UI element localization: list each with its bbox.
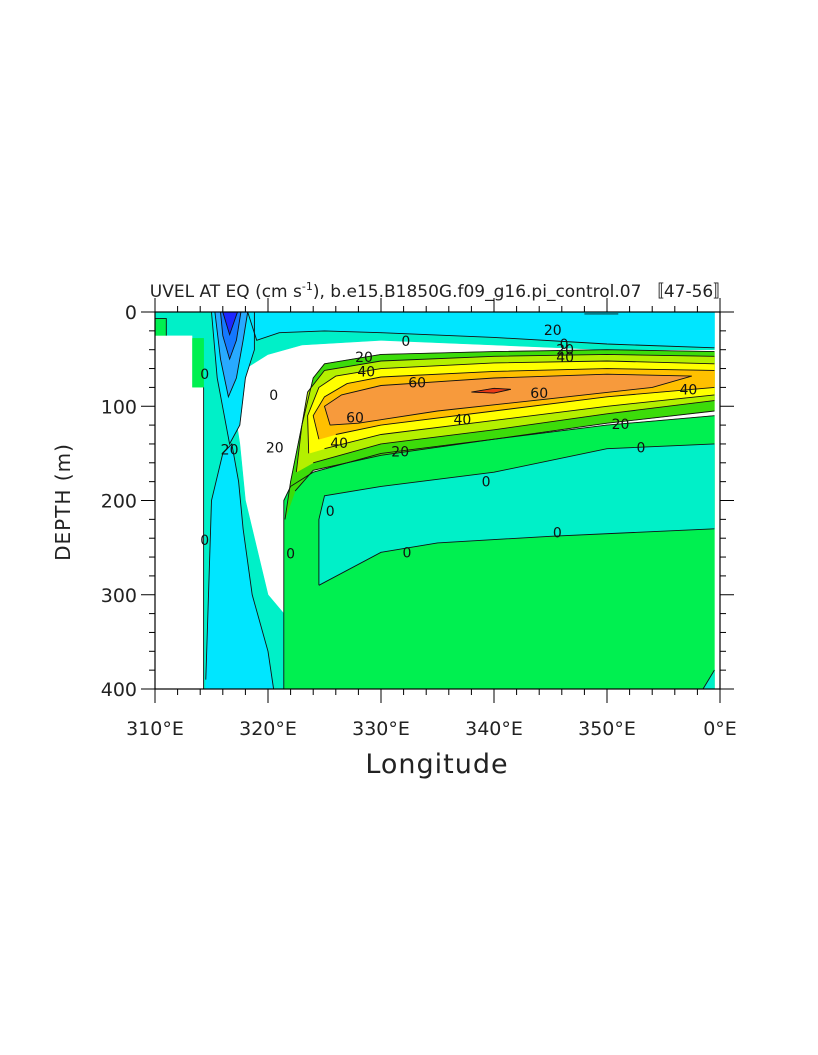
- x-tick-label: 330°E: [352, 718, 410, 740]
- contour-label: 0: [200, 533, 209, 549]
- contour-label: 20: [391, 444, 409, 460]
- contour-line: [214, 311, 249, 399]
- contour-line: [284, 349, 715, 520]
- x-tick-label: 310°E: [126, 718, 184, 740]
- contour-line: [155, 318, 167, 336]
- contour-label: 0: [286, 546, 295, 562]
- contour-label: 60: [346, 411, 364, 427]
- contour-label: 40: [357, 364, 375, 380]
- contour-label: 0: [326, 504, 335, 520]
- contour-label: 20: [355, 350, 373, 366]
- contour-line: [211, 311, 255, 446]
- contour-region-0-10: [155, 318, 167, 336]
- contour-line: [323, 373, 692, 426]
- contour-label: 40: [453, 412, 471, 428]
- contour-line: [307, 360, 715, 454]
- contour-lines: [155, 311, 715, 690]
- contour-region-0-10: [192, 338, 204, 388]
- contour-line: [295, 353, 715, 473]
- contour-label: 0: [560, 337, 569, 353]
- contour-line: [205, 442, 275, 690]
- y-tick-label: 200: [101, 491, 137, 513]
- contour-line: [471, 387, 511, 394]
- contour-label: 0: [403, 545, 412, 561]
- y-axis-title: DEPTH (m): [51, 443, 75, 561]
- contour-label: 0: [636, 441, 645, 457]
- contour-label: 0: [553, 526, 562, 542]
- contour-label: 60: [530, 386, 548, 402]
- contour-label: 0: [482, 475, 491, 491]
- x-axis-title: Longitude: [365, 749, 508, 780]
- contour-label: 20: [556, 343, 574, 359]
- contour-line: [312, 368, 715, 440]
- x-tick-label: 350°E: [578, 718, 636, 740]
- x-tick-label: 0°E: [703, 718, 737, 740]
- contour-label: 60: [408, 376, 426, 392]
- contour-label: 0: [200, 367, 209, 383]
- contour-line: [318, 528, 715, 586]
- contour-label: 40: [556, 350, 574, 366]
- contour-line: [335, 386, 715, 435]
- contour-label: 20: [544, 323, 562, 339]
- contour-line: [247, 311, 715, 349]
- contour-label: 40: [330, 436, 348, 452]
- axis-ticks: 310°E 320°E 330°E 340°E 350°E 0°E010020030040…: [101, 298, 737, 740]
- contour-line: [702, 669, 715, 690]
- contour-label: 0: [269, 388, 278, 404]
- y-tick-label: 400: [101, 679, 137, 701]
- contour-line: [313, 400, 715, 464]
- land-mask: [155, 335, 204, 689]
- contour-line: [220, 311, 242, 361]
- y-tick-label: 300: [101, 585, 137, 607]
- contour-line: [318, 443, 715, 586]
- contour-line: [294, 410, 715, 492]
- contour-label: 20: [266, 441, 284, 457]
- y-tick-label: 0: [125, 302, 137, 324]
- contour-label: 20: [612, 417, 630, 433]
- contour-line: [324, 394, 715, 450]
- contour-label: 20: [221, 443, 239, 459]
- contour-label: 40: [679, 382, 697, 398]
- chart-title: UVEL AT EQ (cm s-1), b.e15.B1850G.f09_g1…: [150, 280, 730, 302]
- contour-labels: 2002020040406060400060402040202002000000…: [200, 323, 697, 562]
- x-tick-label: 320°E: [239, 718, 297, 740]
- contour-label: 0: [401, 334, 410, 350]
- y-tick-label: 100: [101, 396, 137, 418]
- x-tick-label: 340°E: [465, 718, 523, 740]
- contour-line: [222, 311, 238, 337]
